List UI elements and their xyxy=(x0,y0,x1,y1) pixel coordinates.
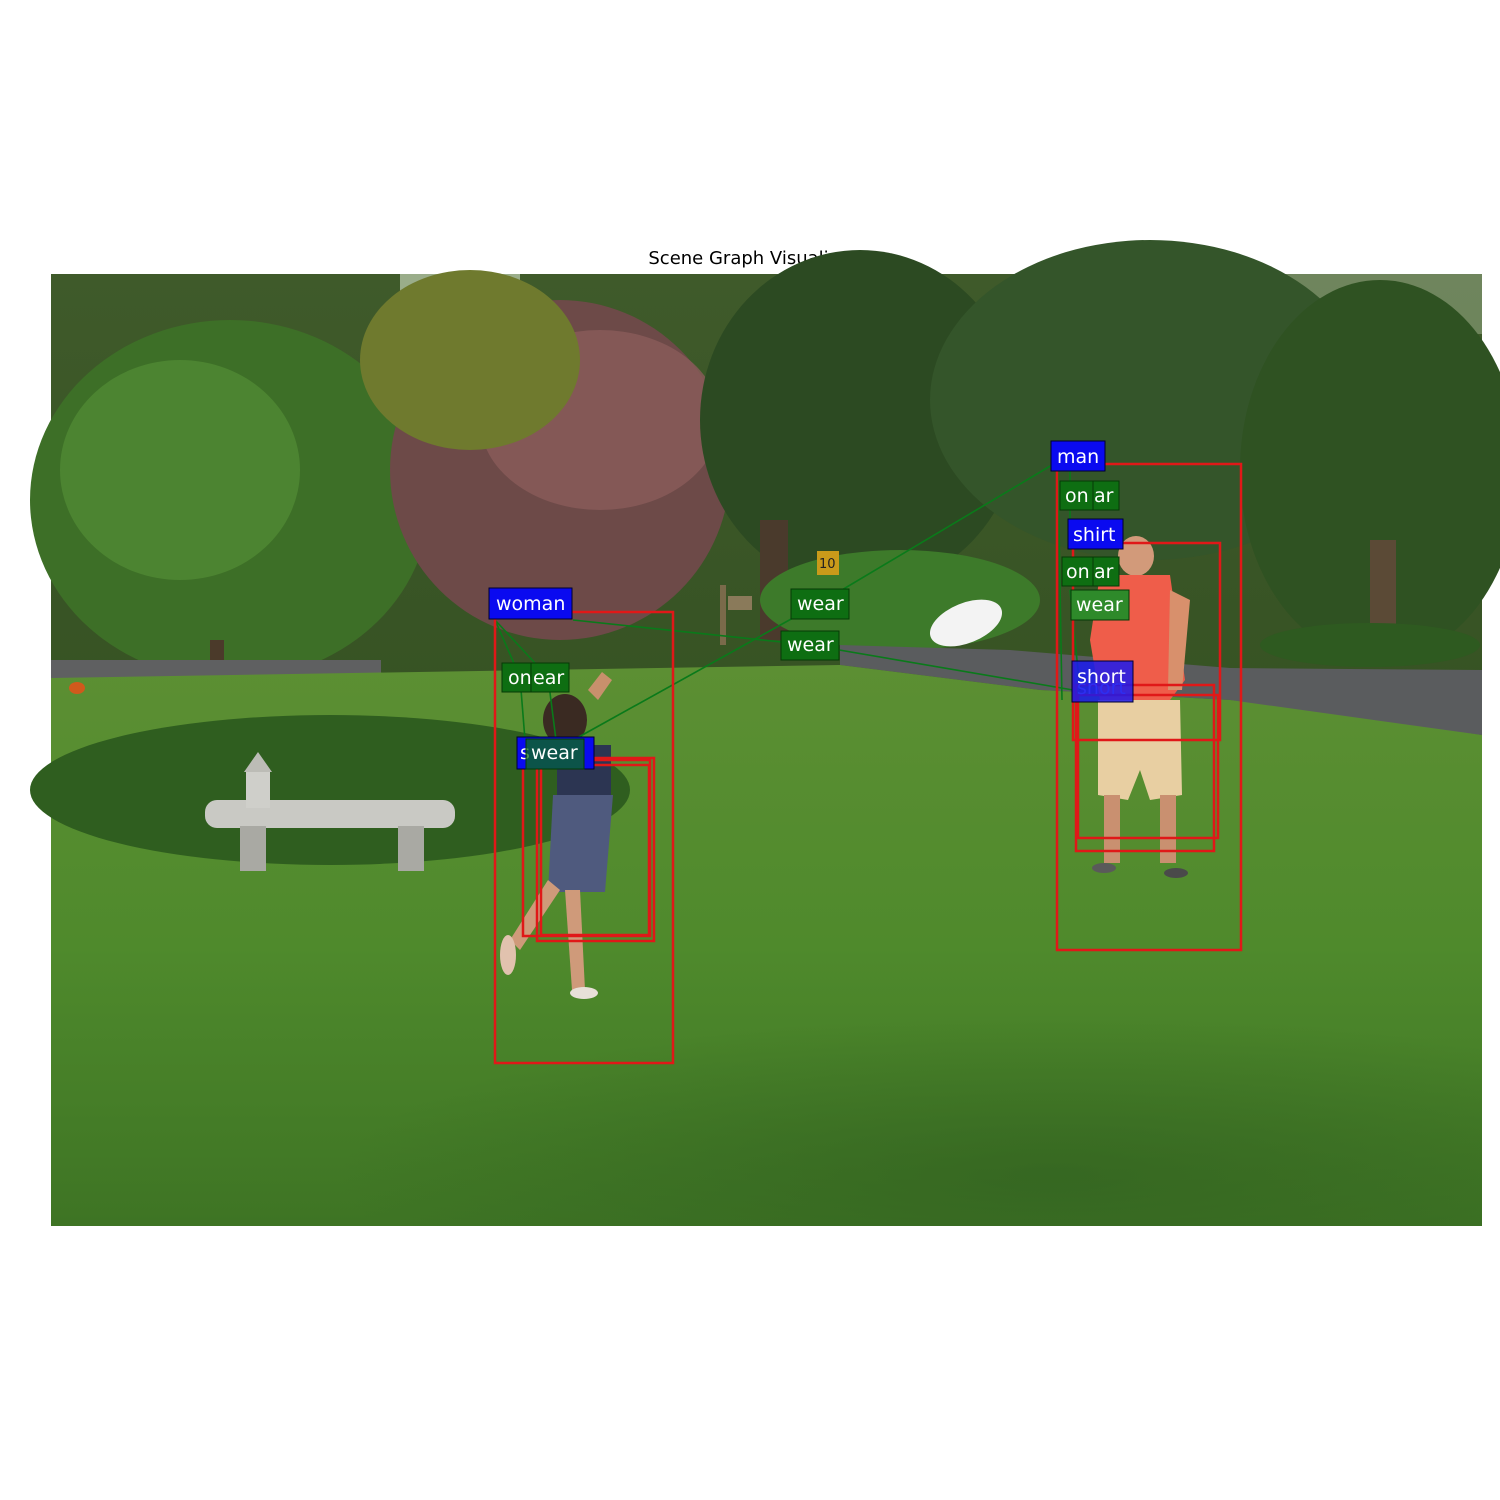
edge xyxy=(1057,469,1063,701)
relation-label: wear xyxy=(1076,594,1123,616)
object-label-woman: woman xyxy=(496,593,565,615)
bbox-man xyxy=(1055,462,1243,952)
relation-labels: on ar on ar wear wear wear on ear xyxy=(501,480,1130,693)
edge xyxy=(572,619,811,646)
road-sign-text: 10 xyxy=(819,557,836,572)
object-labels: man shirt short short woman s wear xyxy=(488,440,1134,770)
relation-label: ar xyxy=(1094,561,1114,583)
bbox-short-man-2 xyxy=(1076,693,1220,840)
object-label-shirt: shirt xyxy=(1073,524,1115,546)
bounding-boxes xyxy=(493,462,1243,1065)
edge xyxy=(819,464,1053,604)
bbox-short-woman xyxy=(535,756,656,943)
edge xyxy=(576,602,821,739)
relation-label: on xyxy=(508,667,532,689)
photo: 10 xyxy=(30,240,1500,1226)
bbox-short-man xyxy=(1074,683,1216,853)
relation-label: wear xyxy=(787,634,834,656)
relation-label: on xyxy=(1066,561,1090,583)
object-label-short: short xyxy=(1077,666,1126,688)
bbox-woman xyxy=(493,610,675,1065)
object-label-man: man xyxy=(1057,446,1099,468)
bbox-short-woman-2 xyxy=(539,763,651,937)
object-label-shirt-woman: s xyxy=(520,742,530,764)
relation-label: wear xyxy=(531,742,578,764)
bbox-shirt-man xyxy=(1071,541,1222,742)
edge xyxy=(809,644,1074,691)
relation-label: ear xyxy=(533,667,564,689)
relation-label: ar xyxy=(1094,485,1114,507)
girl-figure xyxy=(500,672,613,999)
relation-label: wear xyxy=(797,593,844,615)
relation-label: on xyxy=(1065,485,1089,507)
